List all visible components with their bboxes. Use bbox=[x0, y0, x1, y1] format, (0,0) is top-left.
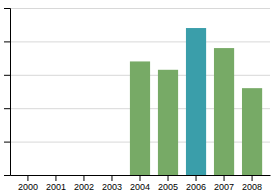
x-tick-label: 2003 bbox=[102, 182, 122, 192]
y-axis bbox=[4, 9, 11, 176]
x-tick-label: 2007 bbox=[214, 182, 234, 192]
x-tick-mark bbox=[83, 175, 84, 181]
bar bbox=[130, 61, 150, 175]
y-tick bbox=[4, 108, 10, 109]
y-tick-mark bbox=[4, 41, 10, 42]
chart: 2000 2001 2002 2003 2004 2005 2006 2007 2008 bbox=[0, 0, 280, 195]
x-tick-mark bbox=[55, 175, 56, 181]
y-tick-mark bbox=[4, 108, 10, 109]
bar bbox=[46, 175, 66, 176]
y-tick-mark bbox=[4, 142, 10, 143]
grid-line bbox=[10, 41, 270, 42]
y-tick bbox=[4, 142, 10, 143]
bar bbox=[214, 48, 234, 175]
x-tick: 2000 bbox=[18, 175, 38, 192]
y-tick-mark bbox=[4, 75, 10, 76]
x-tick-mark bbox=[224, 175, 225, 181]
bars bbox=[130, 28, 262, 175]
bar bbox=[186, 28, 206, 175]
x-tick-mark bbox=[111, 175, 112, 181]
y-tick bbox=[4, 8, 10, 9]
bar bbox=[18, 175, 38, 176]
x-tick-mark bbox=[196, 175, 197, 181]
x-tick-label: 2006 bbox=[186, 182, 206, 192]
x-tick: 2003 bbox=[102, 175, 122, 192]
grid-tick bbox=[10, 41, 270, 42]
grid-tick bbox=[10, 8, 270, 9]
y-tick bbox=[4, 75, 10, 76]
x-tick-label: 2004 bbox=[130, 182, 150, 192]
x-tick: 2008 bbox=[242, 175, 262, 192]
x-tick: 2001 bbox=[46, 175, 66, 192]
grid-line bbox=[10, 8, 270, 9]
bar bbox=[158, 70, 178, 175]
y-tick bbox=[4, 41, 10, 42]
x-tick: 2005 bbox=[158, 175, 178, 192]
x-tick-mark bbox=[168, 175, 169, 181]
x-tick-label: 2001 bbox=[46, 182, 66, 192]
x-tick-label: 2002 bbox=[74, 182, 94, 192]
bar bbox=[102, 175, 122, 176]
y-axis-line bbox=[4, 9, 11, 176]
x-tick: 2004 bbox=[130, 175, 150, 192]
x-tick: 2002 bbox=[74, 175, 94, 192]
x-tick-label: 2008 bbox=[242, 182, 262, 192]
x-tick-label: 2000 bbox=[18, 182, 38, 192]
x-tick-label: 2005 bbox=[158, 182, 178, 192]
x-tick: 2006 bbox=[186, 175, 206, 192]
y-tick-mark bbox=[4, 8, 10, 9]
bar bbox=[242, 88, 262, 175]
bar bbox=[74, 175, 94, 176]
plot: 2000 2001 2002 2003 2004 2005 2006 2007 2008 bbox=[4, 9, 271, 193]
x-axis: 2000 2001 2002 2003 2004 2005 2006 2007 2008 bbox=[11, 175, 271, 192]
x-tick-mark bbox=[252, 175, 253, 181]
x-tick-mark bbox=[27, 175, 28, 181]
x-tick-mark bbox=[140, 175, 141, 181]
x-tick: 2007 bbox=[214, 175, 234, 192]
